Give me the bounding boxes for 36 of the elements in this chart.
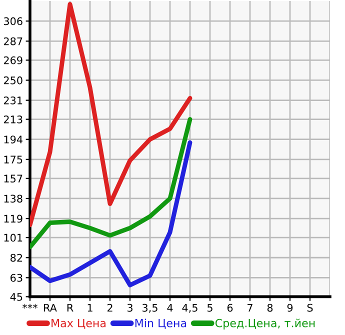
- x-tick-label: 7: [248, 304, 252, 312]
- x-tick-label: 4,5: [182, 304, 198, 313]
- line-series: [30, 2, 192, 228]
- x-tick-label: ***: [22, 304, 38, 309]
- y-tick-label: 175: [4, 156, 22, 164]
- legend-label: Сред.Цена, т.йен: [215, 318, 315, 330]
- line-series: [30, 140, 192, 288]
- y-tick-label: 250: [4, 76, 22, 84]
- x-tick-label: R: [67, 304, 74, 312]
- x-tick-label: RA: [44, 304, 57, 312]
- x-tick-label: 2: [107, 304, 112, 312]
- y-tick-label: 213: [4, 116, 22, 124]
- y-tick-label: 157: [4, 174, 22, 183]
- x-tick-label: 4: [167, 304, 173, 312]
- x-tick-label: 5: [207, 304, 212, 312]
- y-tick-label: 119: [4, 214, 22, 223]
- y-tick-label: 287: [4, 37, 22, 46]
- line-series: [30, 117, 192, 250]
- y-tick-label: 194: [4, 136, 22, 144]
- y-tick-label: 306: [4, 17, 22, 26]
- y-tick-label: 63: [10, 274, 22, 282]
- legend-label: Min Цена: [135, 318, 186, 329]
- x-tick-label: S: [307, 304, 313, 312]
- x-tick-label: 1: [88, 304, 92, 312]
- y-tick-label: 269: [4, 56, 22, 64]
- y-tick-label: 231: [4, 96, 22, 104]
- y-tick-label: 101: [4, 234, 22, 242]
- x-tick-label: 3,5: [142, 304, 158, 313]
- y-tick-label: 138: [4, 194, 22, 203]
- x-tick-label: 9: [287, 304, 293, 312]
- legend-label: Max Цена: [52, 319, 106, 329]
- x-tick-label: 3: [127, 304, 132, 312]
- y-tick-label: 82: [10, 254, 22, 262]
- x-tick-label: 8: [267, 304, 273, 312]
- x-tick-label: 6: [227, 304, 233, 312]
- y-tick-label: 45: [10, 293, 22, 301]
